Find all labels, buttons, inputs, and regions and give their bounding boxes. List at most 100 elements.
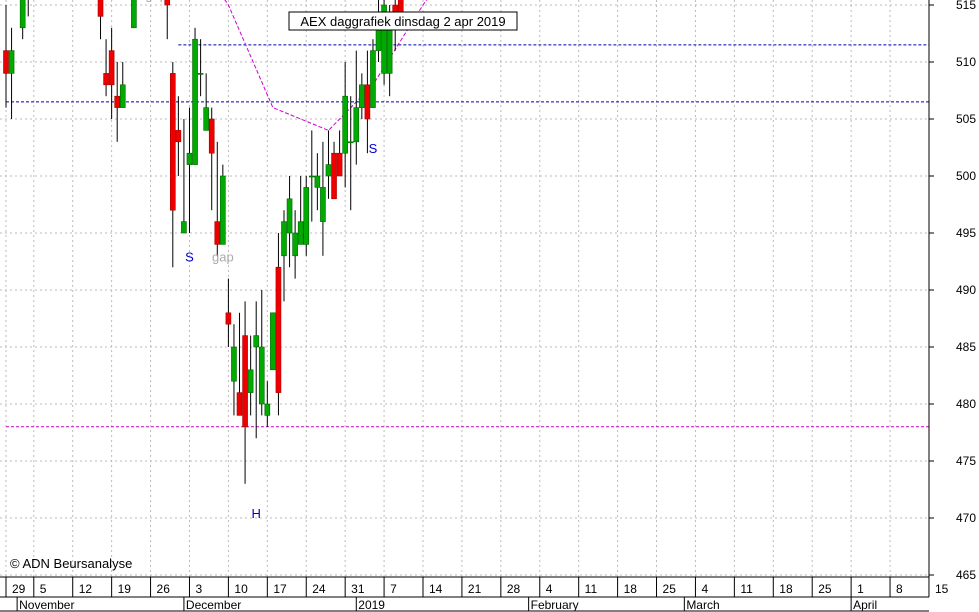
candle (181, 119, 187, 234)
x-tick-label: 31 (351, 582, 365, 596)
candle (281, 210, 287, 302)
x-tick-label: 12 (79, 582, 93, 596)
candle-body (364, 84, 371, 120)
candle (164, 0, 171, 40)
candle-body (175, 130, 182, 143)
chart-title: AEX daggrafiek dinsdag 2 apr 2019 (300, 14, 505, 29)
candle-body (203, 107, 209, 131)
chart-title-box (288, 11, 518, 31)
y-tick-label: 505 (956, 112, 976, 126)
candle (225, 278, 232, 347)
candle (97, 0, 104, 40)
candle (231, 324, 237, 416)
candle-body (353, 107, 360, 143)
candle (303, 176, 310, 256)
candle-body (270, 312, 276, 371)
candle-body (214, 221, 221, 245)
annotation-label: gap (212, 250, 234, 265)
candle (320, 141, 326, 256)
x-tick-label: 18 (779, 582, 793, 596)
candle-body (258, 346, 265, 405)
x-tick-label: 3 (195, 582, 202, 596)
candle (370, 39, 376, 108)
candle (264, 381, 271, 427)
candle-body (247, 369, 254, 393)
x-axis: 29 5 12 19 26 3 10 17 24 31 7 14 21 28 4 11 18 25 4 11 18 25 1… (0, 576, 949, 612)
candle-body (192, 38, 198, 165)
candle-body (131, 0, 137, 29)
candle-body (242, 335, 248, 428)
y-tick-label: 510 (956, 55, 976, 69)
candle-body (253, 335, 259, 348)
candle-body (119, 84, 126, 108)
candle (236, 312, 243, 416)
y-tick-label: 480 (956, 397, 976, 411)
y-tick-label: 470 (956, 511, 976, 525)
month-label: April (853, 598, 877, 612)
candle-body (114, 95, 120, 108)
candle-body (170, 73, 176, 211)
candle (208, 107, 215, 211)
candle (8, 27, 15, 119)
candle (359, 73, 365, 119)
candle (247, 335, 254, 416)
candle (353, 50, 360, 165)
candle-body (19, 0, 26, 29)
candle-body (292, 232, 298, 257)
candle (292, 210, 298, 279)
x-tick-label: 19 (118, 582, 132, 596)
x-tick-label: 25 (818, 582, 832, 596)
x-tick-label: 4 (701, 582, 708, 596)
y-tick-label: 475 (956, 454, 976, 468)
annotation-label: S (185, 250, 194, 265)
annotation-label: H (252, 506, 261, 521)
candle (297, 176, 304, 245)
candle-body (197, 73, 204, 75)
candle-body (264, 403, 271, 416)
candle-body (320, 187, 326, 222)
candle (381, 0, 387, 85)
candle-body (181, 221, 187, 234)
candle (114, 62, 120, 142)
candle (258, 290, 265, 416)
candle-body (286, 198, 293, 234)
candle (242, 301, 248, 484)
candle-body (108, 50, 115, 86)
candle-body (331, 152, 337, 200)
month-label: December (186, 598, 241, 612)
candle-body (186, 152, 193, 165)
candle-body (381, 4, 387, 74)
candle (3, 5, 9, 108)
x-tick-label: 17 (273, 582, 287, 596)
y-tick-label: 495 (956, 226, 976, 240)
x-tick-label: 26 (157, 582, 171, 596)
candle (336, 130, 343, 177)
candle-body (103, 73, 109, 86)
x-tick-label: 18 (624, 582, 638, 596)
candle-body (3, 50, 9, 74)
candle-body (359, 84, 365, 108)
month-label: November (19, 598, 74, 612)
candle-body (308, 175, 315, 178)
x-tick-label: 21 (468, 582, 482, 596)
candles (3, 0, 404, 484)
candle (220, 164, 226, 245)
y-tick-label: 490 (956, 283, 976, 297)
candle-body (342, 95, 348, 154)
annotation-label: gap (145, 0, 167, 2)
candle-body (281, 221, 287, 257)
candle (197, 39, 204, 97)
candle-body (314, 175, 321, 188)
candle (27, 0, 29, 17)
x-tick-label: 15 (935, 582, 949, 596)
candle-body (297, 221, 304, 245)
candle-body (336, 152, 343, 177)
candle (131, 0, 137, 29)
annotations: gapgapgapSHSgapa (145, 0, 377, 521)
candle (331, 141, 337, 200)
candle-body (325, 164, 332, 177)
candle (314, 153, 321, 211)
candle (170, 62, 176, 268)
support-resistance-lines (6, 44, 929, 428)
